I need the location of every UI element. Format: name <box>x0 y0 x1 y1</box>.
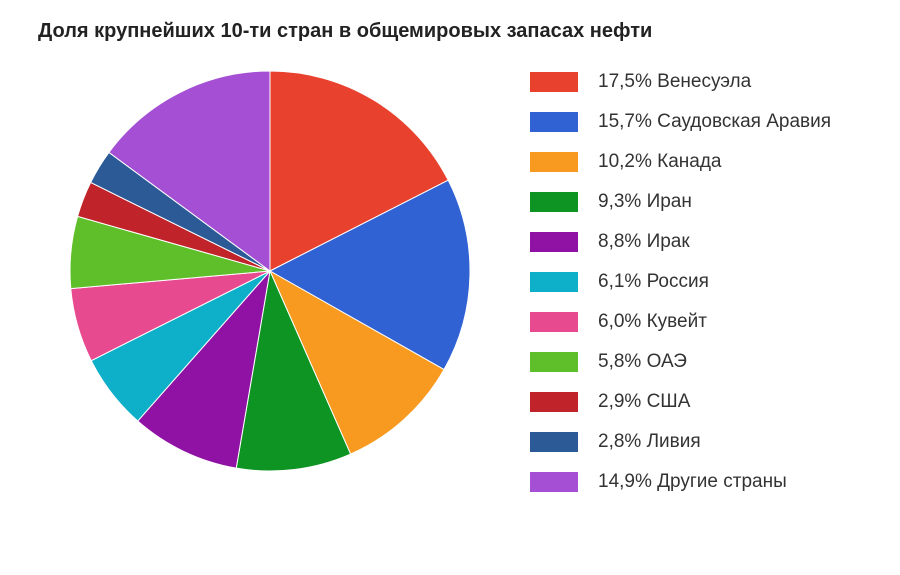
legend-row: 2,8% Ливия <box>530 431 831 453</box>
legend-swatch <box>530 112 578 132</box>
legend-swatch <box>530 432 578 452</box>
legend-row: 14,9% Другие страны <box>530 471 831 493</box>
legend-row: 2,9% США <box>530 391 831 413</box>
chart-title: Доля крупнейших 10-ти стран в общемировы… <box>38 20 870 43</box>
legend-swatch <box>530 192 578 212</box>
chart-body: 17,5% Венесуэла 15,7% Саудовская Аравия 10… <box>30 61 870 493</box>
legend-row: 5,8% ОАЭ <box>530 351 831 373</box>
legend-label: 15,7% Саудовская Аравия <box>598 111 831 133</box>
legend-row: 6,0% Кувейт <box>530 311 831 333</box>
pie-chart <box>60 61 480 481</box>
legend-swatch <box>530 232 578 252</box>
legend-row: 15,7% Саудовская Аравия <box>530 111 831 133</box>
legend-label: 14,9% Другие страны <box>598 471 787 493</box>
legend-label: 5,8% ОАЭ <box>598 351 687 373</box>
legend-label: 2,8% Ливия <box>598 431 701 453</box>
legend-label: 8,8% Ирак <box>598 231 690 253</box>
legend-swatch <box>530 352 578 372</box>
legend-swatch <box>530 472 578 492</box>
legend: 17,5% Венесуэла 15,7% Саудовская Аравия 10… <box>530 71 831 493</box>
legend-row: 9,3% Иран <box>530 191 831 213</box>
legend-label: 9,3% Иран <box>598 191 692 213</box>
legend-label: 17,5% Венесуэла <box>598 71 751 93</box>
legend-row: 6,1% Россия <box>530 271 831 293</box>
legend-label: 6,0% Кувейт <box>598 311 707 333</box>
legend-swatch <box>530 392 578 412</box>
legend-swatch <box>530 72 578 92</box>
legend-row: 17,5% Венесуэла <box>530 71 831 93</box>
legend-row: 8,8% Ирак <box>530 231 831 253</box>
legend-label: 6,1% Россия <box>598 271 709 293</box>
legend-swatch <box>530 312 578 332</box>
legend-swatch <box>530 152 578 172</box>
legend-label: 10,2% Канада <box>598 151 722 173</box>
legend-swatch <box>530 272 578 292</box>
legend-label: 2,9% США <box>598 391 690 413</box>
legend-row: 10,2% Канада <box>530 151 831 173</box>
